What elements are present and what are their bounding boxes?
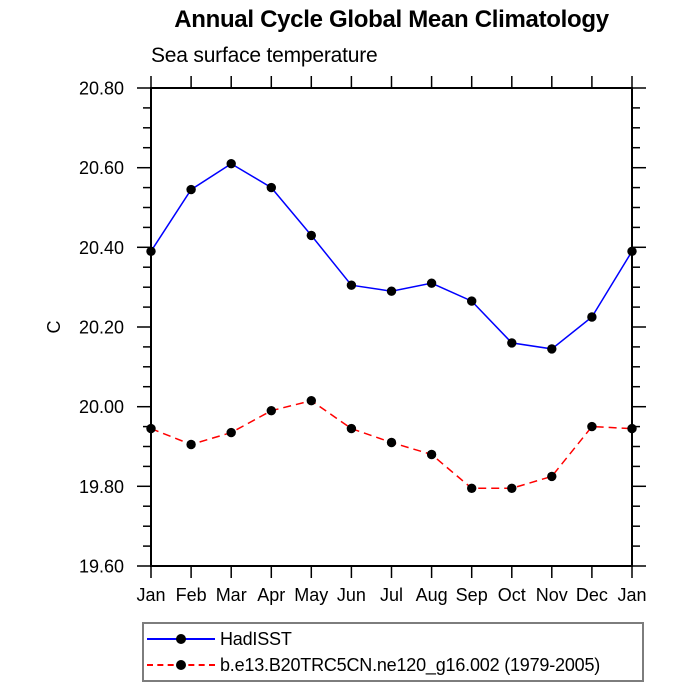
chart-subtitle: Sea surface temperature bbox=[151, 44, 378, 67]
legend-item-model: b.e13.B20TRC5CN.ne120_g16.002 (1979-2005… bbox=[147, 652, 642, 678]
x-tick-label: Jul bbox=[380, 585, 403, 605]
y-tick-label: 20.60 bbox=[79, 158, 124, 178]
x-tick-label: Jan bbox=[136, 585, 165, 605]
legend-label: HadISST bbox=[220, 628, 292, 649]
data-point-1-apr bbox=[266, 406, 276, 416]
data-point-0-dec bbox=[587, 312, 597, 322]
chart-canvas: Jan Feb Mar Apr May Jun Jul Aug Sep Oct Nov Dec Jan 1… bbox=[44, 76, 647, 606]
data-point-0-oct bbox=[507, 338, 517, 348]
y-tick-label: 20.80 bbox=[79, 79, 124, 99]
x-tick-label: Apr bbox=[257, 585, 285, 605]
data-point-0-mar bbox=[226, 159, 236, 169]
data-point-1-oct bbox=[507, 483, 517, 493]
y-axis-title: C bbox=[44, 321, 64, 334]
legend-sample-model bbox=[147, 659, 215, 671]
x-tick-label: Oct bbox=[498, 585, 526, 605]
data-point-0-aug bbox=[426, 278, 437, 288]
axis-ticks bbox=[137, 76, 646, 578]
x-tick-label: Dec bbox=[576, 585, 608, 605]
legend-sample-hadisst bbox=[147, 633, 215, 645]
legend-marker-dot bbox=[176, 660, 186, 670]
data-point-1-jun bbox=[346, 423, 357, 434]
x-tick-label: Mar bbox=[216, 585, 247, 605]
data-point-1-feb bbox=[186, 439, 196, 450]
x-tick-label: Aug bbox=[416, 585, 448, 605]
y-tick-label: 20.00 bbox=[79, 397, 124, 417]
x-tick-label: May bbox=[294, 585, 328, 605]
data-point-1-may bbox=[306, 396, 316, 406]
data-point-0-apr bbox=[266, 182, 276, 193]
series-line-0 bbox=[150, 162, 633, 350]
data-series bbox=[146, 159, 637, 493]
x-tick-label: Sep bbox=[456, 585, 488, 605]
y-tick-label: 20.40 bbox=[79, 238, 124, 258]
legend-item-hadisst: HadISST bbox=[147, 626, 642, 652]
data-point-1-aug bbox=[426, 449, 437, 460]
x-tick-label: Jun bbox=[337, 585, 366, 605]
legend-label: b.e13.B20TRC5CN.ne120_g16.002 (1979-2005… bbox=[220, 654, 601, 675]
legend-marker-dot bbox=[176, 634, 186, 644]
legend: HadISST b.e13.B20TRC5CN.ne120_g16.002 (1… bbox=[142, 622, 644, 682]
data-point-1-jul bbox=[386, 437, 397, 448]
data-point-1-nov bbox=[547, 471, 557, 482]
y-tick-label: 19.80 bbox=[79, 477, 124, 497]
data-point-1-sep bbox=[467, 483, 477, 493]
data-point-0-feb bbox=[186, 184, 196, 195]
data-point-0-may bbox=[306, 230, 316, 241]
plot-frame bbox=[150, 87, 633, 567]
y-tick-label: 19.60 bbox=[79, 557, 124, 577]
axis-tick-labels: Jan Feb Mar Apr May Jun Jul Aug Sep Oct Nov Dec Jan 1… bbox=[79, 79, 647, 606]
x-tick-label: Jan bbox=[617, 585, 646, 605]
x-tick-label: Feb bbox=[176, 585, 207, 605]
data-point-1-mar bbox=[226, 427, 236, 438]
data-point-0-jun bbox=[346, 280, 357, 290]
data-point-0-jul bbox=[386, 286, 397, 296]
x-tick-label: Nov bbox=[536, 585, 568, 605]
data-point-0-nov bbox=[547, 344, 557, 354]
data-point-0-sep bbox=[467, 296, 477, 306]
y-tick-label: 20.20 bbox=[79, 318, 124, 338]
chart-title: Annual Cycle Global Mean Climatology bbox=[174, 6, 609, 33]
data-point-1-dec bbox=[587, 421, 597, 432]
